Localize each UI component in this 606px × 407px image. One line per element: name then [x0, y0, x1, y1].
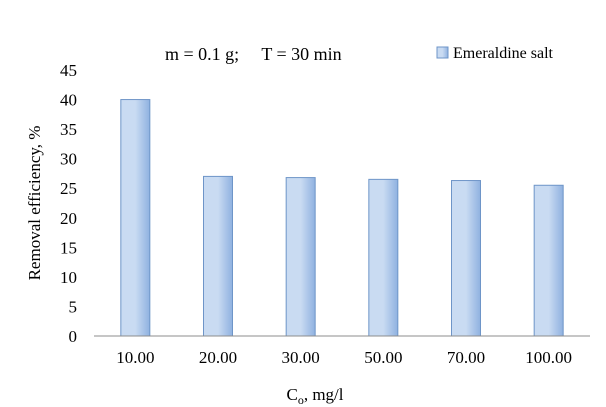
- y-axis-ticks: 0 5 10 15 20 25 30 35 40 45: [60, 61, 77, 346]
- bars: [120, 99, 564, 337]
- y-tick-label: 40: [60, 91, 77, 110]
- x-axis-label-subscript: o: [298, 393, 304, 407]
- y-tick-label: 15: [60, 238, 77, 257]
- y-axis-label: Removal efficiency, %: [25, 126, 44, 281]
- x-axis-label-main: C: [286, 385, 297, 404]
- x-axis-label-unit: , mg/l: [304, 385, 344, 404]
- legend: Emeraldine salt: [436, 45, 554, 62]
- x-axis-ticks: 10.00 20.00 30.00 50.00 70.00 100.00: [116, 348, 572, 367]
- x-tick-label: 100.00: [525, 348, 572, 367]
- x-tick-label: 10.00: [116, 348, 154, 367]
- legend-swatch: [436, 46, 449, 59]
- y-tick-label: 5: [69, 297, 78, 316]
- y-tick-label: 10: [60, 268, 77, 287]
- x-tick-label: 20.00: [199, 348, 237, 367]
- x-tick-label: 50.00: [364, 348, 402, 367]
- bar-30.00: [285, 177, 316, 337]
- x-tick-label: 70.00: [447, 348, 485, 367]
- y-tick-label: 20: [60, 209, 77, 228]
- x-tick-label: 30.00: [282, 348, 320, 367]
- y-tick-label: 30: [60, 150, 77, 169]
- bar-10.00: [120, 99, 151, 337]
- y-tick-label: 45: [60, 61, 77, 80]
- bar-20.00: [203, 175, 233, 337]
- legend-label: Emeraldine salt: [453, 45, 554, 62]
- chart-annotation: m = 0.1 g; T = 30 min: [165, 44, 342, 64]
- y-tick-label: 35: [60, 120, 77, 139]
- x-axis-label: Co, mg/l: [286, 385, 343, 407]
- bar-50.00: [368, 178, 399, 337]
- y-tick-label: 0: [69, 327, 78, 346]
- bar-70.00: [451, 180, 481, 337]
- y-tick-label: 25: [60, 179, 77, 198]
- bar-100.00: [533, 184, 564, 337]
